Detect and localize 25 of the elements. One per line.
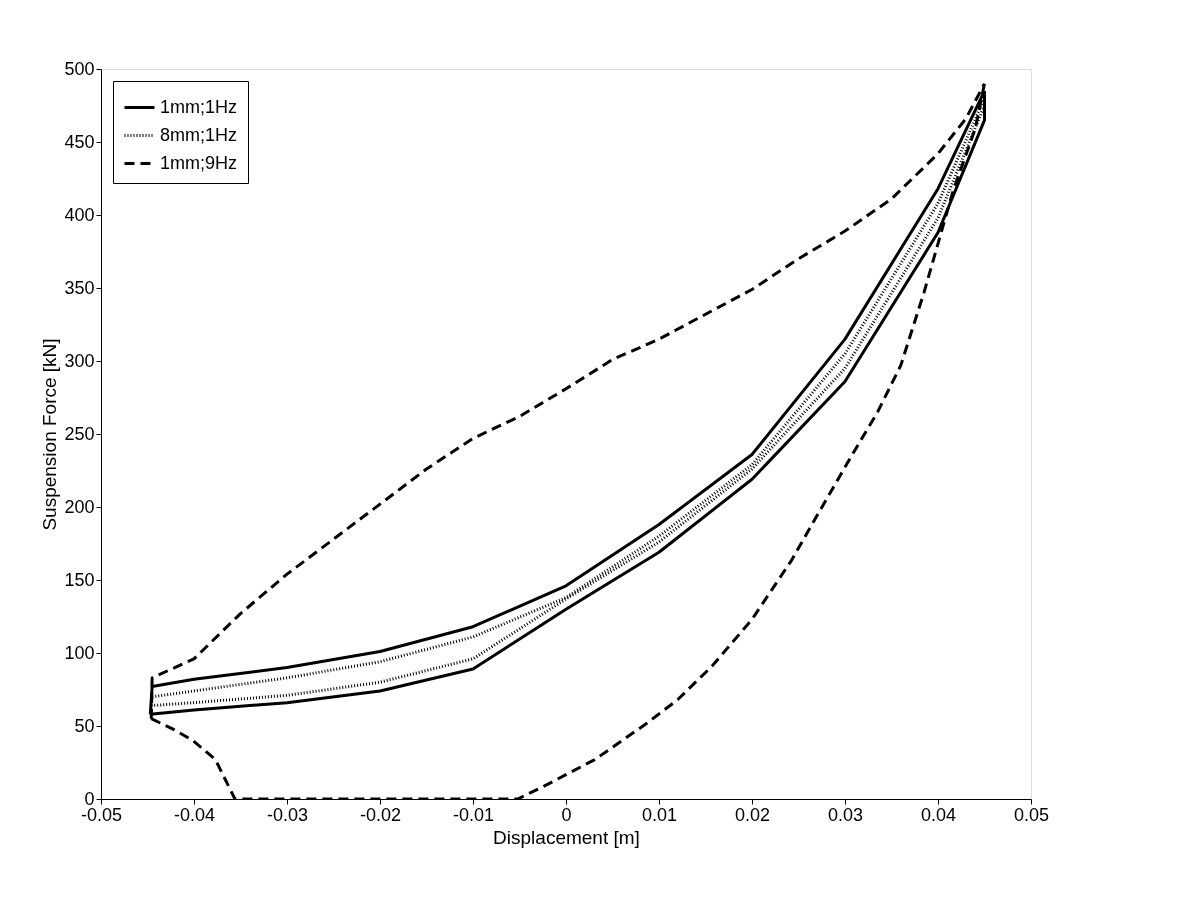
y-tick-label: 200 [64, 496, 95, 517]
y-tick-label: 450 [64, 131, 95, 152]
x-tick-label: 0 [561, 804, 572, 825]
x-tick-label: 0.04 [920, 804, 957, 825]
x-tick-label: 0.02 [734, 804, 771, 825]
y-axis-title: Suspension Force [kN] [39, 338, 61, 531]
x-tick-label: -0.02 [359, 804, 402, 825]
y-tick-label: 50 [74, 715, 95, 736]
legend-label: 8mm;1Hz [160, 124, 238, 145]
legend-label: 1mm;9Hz [160, 152, 238, 173]
y-tick-label: 400 [64, 204, 95, 225]
x-tick-label: 0.03 [827, 804, 864, 825]
x-tick-label: 0.01 [641, 804, 678, 825]
y-tick-label: 300 [64, 350, 95, 371]
x-axis-title: Displacement [m] [493, 826, 640, 848]
y-tick-label: 150 [64, 569, 95, 590]
x-tick-label: -0.03 [266, 804, 309, 825]
y-tick-label: 500 [64, 58, 95, 79]
x-tick-label: -0.01 [452, 804, 495, 825]
legend-label: 1mm;1Hz [160, 96, 238, 117]
y-tick-label: 100 [64, 642, 95, 663]
y-tick-label: 350 [64, 277, 95, 298]
y-tick-label: 250 [64, 423, 95, 444]
x-tick-label: -0.04 [173, 804, 216, 825]
x-tick-label: 0.05 [1013, 804, 1050, 825]
